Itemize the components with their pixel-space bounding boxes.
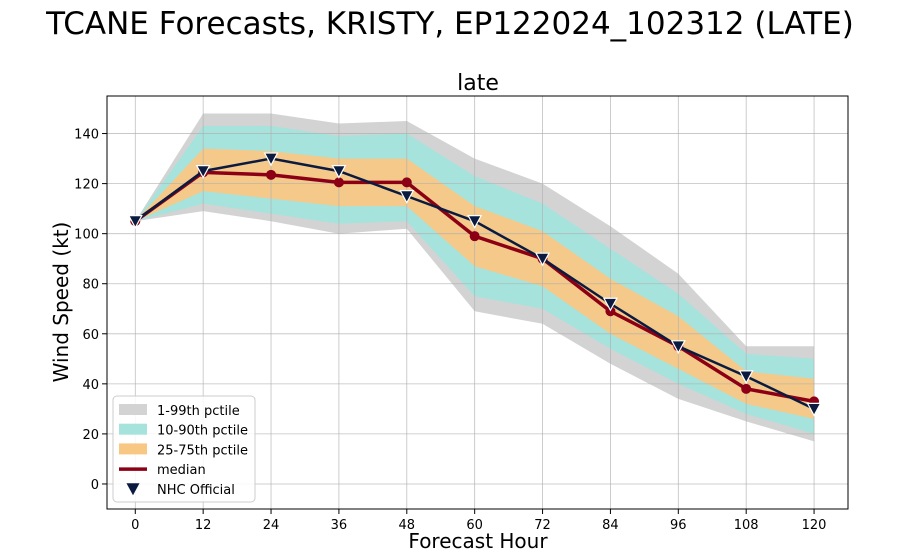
series-lines bbox=[127, 152, 822, 417]
legend-box bbox=[112, 395, 256, 503]
nhc-official-point bbox=[331, 164, 347, 179]
legend-swatch bbox=[126, 483, 140, 496]
axes-title: late bbox=[457, 71, 499, 96]
y-tick-label: 20 bbox=[82, 428, 99, 443]
legend: 1-99th pctile 10-90th pctile 25-75th pctil… bbox=[112, 395, 256, 503]
x-tick-label: 0 bbox=[131, 518, 139, 533]
y-tick-label: 140 bbox=[74, 128, 99, 143]
nhc-official-point bbox=[535, 252, 551, 267]
x-tick-label: 36 bbox=[331, 518, 348, 533]
legend-label: 25-75th pctile bbox=[157, 443, 248, 458]
nhc-official-point bbox=[670, 340, 686, 355]
x-tick-label: 108 bbox=[734, 518, 759, 533]
x-tick-label: 120 bbox=[802, 518, 827, 533]
figure-title: TCANE Forecasts, KRISTY, EP122024_102312… bbox=[45, 6, 854, 42]
x-tick-label: 72 bbox=[534, 518, 551, 533]
median-point bbox=[469, 231, 480, 242]
y-tick-label: 100 bbox=[74, 228, 99, 243]
y-tick-label: 120 bbox=[74, 178, 99, 193]
x-tick-label: 96 bbox=[670, 518, 687, 533]
band-3 bbox=[135, 148, 815, 419]
axis-ticks: 0 12 24 36 48 60 72 84 96 108 120 0 20 40 60 80 100 120 14… bbox=[74, 128, 826, 533]
nhc-official-point bbox=[806, 402, 822, 417]
median-point bbox=[741, 383, 752, 394]
nhc-official-point bbox=[263, 152, 279, 167]
nhc-official-point bbox=[602, 297, 618, 312]
legend-label: 1-99th pctile bbox=[157, 404, 240, 419]
median-point bbox=[266, 169, 277, 180]
x-tick-label: 12 bbox=[195, 518, 212, 533]
legend-label: NHC Official bbox=[157, 483, 235, 498]
legend-label: 10-90th pctile bbox=[157, 424, 248, 439]
nhc-official-point bbox=[467, 215, 483, 229]
legend-swatch bbox=[119, 443, 147, 455]
legend-swatch bbox=[119, 404, 147, 415]
nhc-official-point bbox=[738, 370, 754, 385]
nhc-official-point bbox=[127, 215, 143, 229]
legend-label: median bbox=[157, 463, 206, 478]
x-tick-label: 60 bbox=[466, 518, 483, 533]
x-tick-label: 84 bbox=[602, 518, 619, 533]
y-axis-label: Wind Speed (kt) bbox=[49, 222, 73, 383]
median-point bbox=[333, 177, 344, 188]
y-tick-label: 40 bbox=[82, 378, 99, 393]
y-tick-label: 0 bbox=[91, 478, 99, 493]
y-tick-label: 60 bbox=[82, 328, 99, 343]
x-tick-label: 24 bbox=[263, 518, 280, 533]
median-point bbox=[401, 177, 412, 188]
nhc-official-point bbox=[399, 190, 415, 204]
legend-swatch bbox=[119, 423, 147, 435]
nhc-official-point bbox=[195, 164, 211, 179]
plot-frame bbox=[106, 95, 849, 510]
x-tick-label: 48 bbox=[399, 518, 416, 533]
x-axis-label: Forecast Hour bbox=[408, 529, 548, 553]
y-tick-label: 80 bbox=[82, 278, 99, 293]
